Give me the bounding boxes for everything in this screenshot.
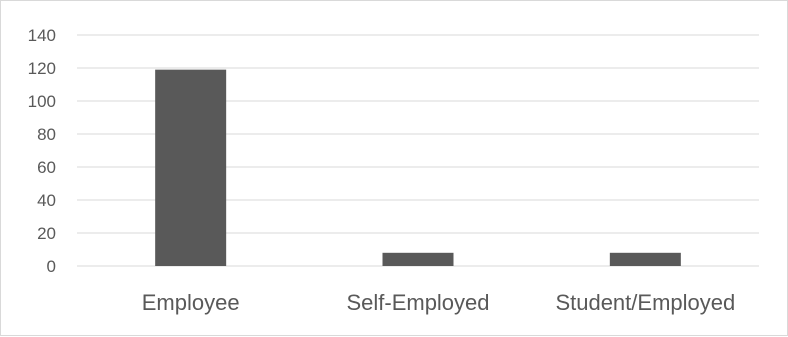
bar-employee <box>155 69 227 267</box>
bar-self-employed <box>382 252 454 266</box>
bar-student-employed <box>609 252 681 266</box>
y-tick-label: 40 <box>37 191 56 210</box>
y-tick-label: 0 <box>47 257 56 276</box>
bars <box>155 69 681 267</box>
x-category-label: Student/Employed <box>555 290 735 315</box>
x-category-label: Employee <box>142 290 240 315</box>
y-tick-label: 140 <box>28 26 56 45</box>
y-tick-label: 80 <box>37 125 56 144</box>
x-axis-category-labels: Employee Self-Employed Student/Employed <box>142 290 735 315</box>
y-axis-tick-labels: 0 20 40 60 80 100 120 140 <box>28 26 56 276</box>
y-tick-label: 100 <box>28 92 56 111</box>
y-tick-label: 60 <box>37 158 56 177</box>
y-tick-label: 20 <box>37 224 56 243</box>
y-tick-label: 120 <box>28 59 56 78</box>
x-category-label: Self-Employed <box>346 290 489 315</box>
